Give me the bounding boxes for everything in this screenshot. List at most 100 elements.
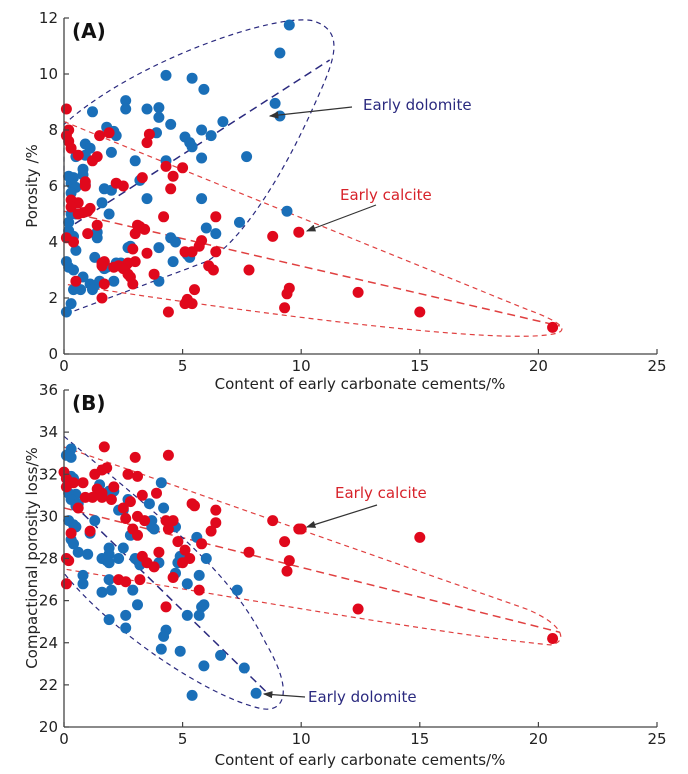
calcite-point	[82, 228, 94, 240]
calcite-point	[129, 228, 141, 240]
calcite-point	[243, 264, 255, 276]
calcite-point	[547, 321, 559, 333]
dolomite-point	[143, 498, 155, 510]
dolomite-point	[127, 584, 139, 596]
dolomite-point	[283, 19, 295, 31]
dolomite-point	[170, 236, 181, 248]
calcite-point	[267, 230, 279, 242]
calcite-point	[68, 236, 79, 248]
calcite-point	[279, 536, 291, 548]
dolomite-point	[165, 118, 177, 130]
calcite-point	[167, 170, 179, 182]
points-a	[60, 19, 559, 333]
dolomite-point	[84, 142, 96, 154]
axes-b: 0 5 10 15 20 25 20 22 24 26 28 30 32 34 36	[39, 381, 667, 748]
calcite-point	[141, 137, 153, 149]
calcite-point	[127, 243, 139, 255]
y-tick-label-a: 2	[48, 289, 58, 307]
dolomite-point	[174, 645, 186, 657]
x-tick-label-a: 10	[292, 357, 311, 375]
dolomite-point	[108, 275, 120, 287]
dolomite-point	[141, 103, 153, 115]
y-tick-label-b: 24	[39, 634, 58, 652]
y-tick-label-b: 22	[39, 676, 58, 694]
x-tick-label-a: 25	[647, 357, 666, 375]
calcite-point	[177, 162, 189, 174]
dolomite-point	[196, 193, 208, 205]
calcite-point	[179, 544, 191, 556]
calcite-point	[65, 201, 77, 213]
dolomite-point	[210, 228, 222, 240]
dolomite-point	[231, 584, 243, 596]
calcite-point	[84, 525, 96, 537]
x-tick-label-b: 15	[410, 730, 429, 748]
calcite-point	[153, 546, 165, 558]
calcite-point	[210, 211, 222, 223]
calcite-point	[547, 633, 559, 644]
annotation-calcite-a: Early calcite	[340, 186, 432, 204]
calcite-point	[283, 555, 295, 567]
calcite-point	[132, 529, 143, 541]
calcite-point	[91, 219, 103, 231]
calcite-point	[352, 603, 364, 615]
calcite-point	[96, 491, 108, 503]
dolomite-point	[153, 242, 165, 254]
dolomite-point	[215, 649, 227, 661]
panel-a-xlabel: Content of early carbonate cements/%	[215, 375, 506, 393]
calcite-envelope-a	[63, 121, 563, 337]
dolomite-point	[120, 95, 132, 107]
dolomite-point	[68, 264, 79, 276]
axes-a: 0 5 10 15 20 25 0 2 4 6 8 10 12	[39, 9, 667, 375]
dolomite-point	[193, 569, 205, 581]
points-b	[58, 441, 559, 701]
calcite-point	[63, 555, 75, 567]
dolomite-point	[148, 523, 160, 535]
x-tick-label-a: 20	[529, 357, 548, 375]
dolomite-point	[274, 47, 286, 59]
calcite-point	[281, 565, 293, 577]
dolomite-point	[87, 106, 98, 118]
calcite-point	[281, 288, 293, 300]
dolomite-point	[89, 515, 101, 527]
y-tick-label-b: 36	[39, 381, 58, 399]
dolomite-point	[105, 146, 117, 158]
calcite-point	[60, 103, 72, 115]
calcite-point	[120, 513, 132, 524]
calcite-point	[98, 441, 110, 453]
dolomite-point	[117, 542, 129, 554]
panel-a-label: (A)	[72, 19, 106, 43]
dolomite-point	[196, 152, 208, 164]
dolomite-point	[63, 216, 75, 228]
dolomite-point	[77, 578, 89, 590]
calcite-point	[96, 292, 108, 304]
calcite-point	[139, 223, 151, 235]
calcite-point	[193, 584, 205, 596]
y-tick-label-a: 12	[39, 9, 58, 27]
x-tick-label-b: 20	[529, 730, 548, 748]
dolomite-point	[158, 630, 170, 642]
y-tick-label-b: 30	[39, 507, 58, 525]
panel-b-ylabel: Compactional porosity loss/%	[23, 447, 41, 669]
dolomite-point	[96, 197, 108, 209]
dolomite-point	[238, 662, 250, 674]
calcite-point	[94, 130, 106, 142]
dolomite-point	[65, 451, 77, 463]
dolomite-point	[103, 557, 115, 569]
dolomite-point	[193, 609, 205, 621]
dolomite-point	[141, 193, 153, 205]
dolomite-point	[65, 298, 77, 310]
calcite-point	[210, 517, 222, 529]
panel-a-ylabel: Porosity /%	[23, 144, 41, 228]
dolomite-point	[160, 69, 172, 81]
dolomite-point	[87, 284, 98, 296]
dolomite-point	[77, 569, 89, 581]
dolomite-point	[72, 546, 84, 558]
dolomite-envelope-a	[63, 19, 335, 316]
calcite-point	[117, 180, 129, 192]
calcite-point	[162, 449, 174, 461]
x-tick-label-b: 0	[59, 730, 69, 748]
calcite-point	[136, 172, 148, 184]
calcite-point	[162, 306, 174, 318]
panel-b-xlabel: Content of early carbonate cements/%	[215, 751, 506, 769]
